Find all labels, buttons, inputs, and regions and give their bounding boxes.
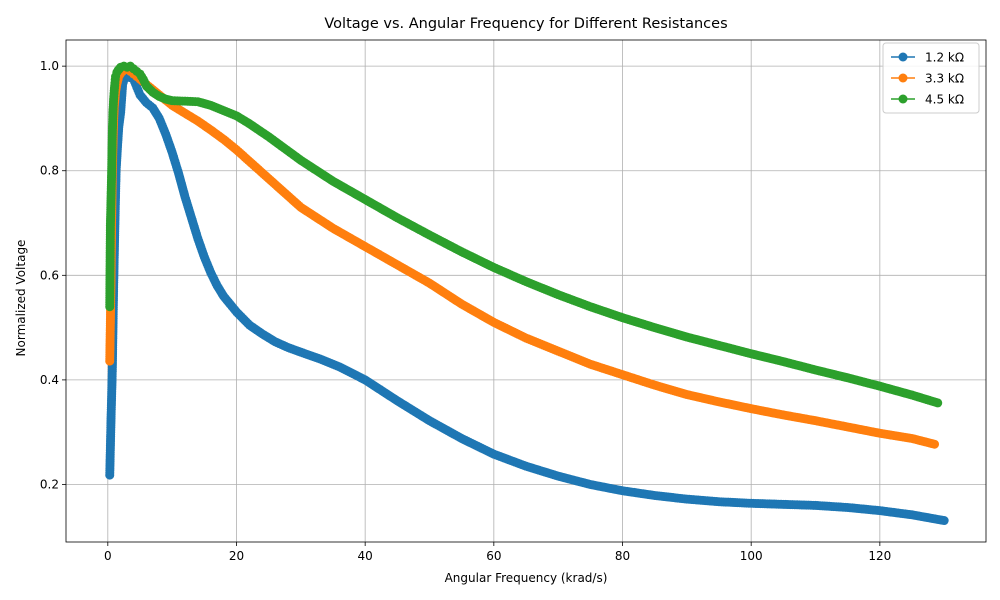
data-point xyxy=(939,516,949,526)
legend-label: 3.3 kΩ xyxy=(925,72,964,86)
x-tick-label: 120 xyxy=(868,549,891,563)
legend-marker xyxy=(898,52,908,62)
grid-lines xyxy=(66,40,986,542)
data-point xyxy=(933,398,943,408)
legend-marker xyxy=(898,73,908,83)
legend-label: 4.5 kΩ xyxy=(925,93,964,107)
y-tick-label: 0.2 xyxy=(40,477,59,491)
y-tick-label: 1.0 xyxy=(40,59,59,73)
series-3 xyxy=(105,61,943,408)
legend-item: 3.3 kΩ xyxy=(891,72,964,86)
plot-frame xyxy=(65,39,987,543)
x-axis-ticks: 0 20 40 60 80 100 120 xyxy=(104,542,891,563)
y-axis-ticks: 0.2 0.4 0.6 0.8 1.0 xyxy=(40,59,66,491)
x-tick-label: 0 xyxy=(104,549,112,563)
x-tick-label: 100 xyxy=(740,549,763,563)
x-tick-label: 80 xyxy=(615,549,630,563)
legend-box xyxy=(882,42,980,114)
legend-marker xyxy=(898,94,908,104)
chart-title: Voltage vs. Angular Frequency for Differ… xyxy=(324,16,727,32)
x-axis-label: Angular Frequency (krad/s) xyxy=(445,571,608,585)
data-point xyxy=(930,439,940,449)
y-tick-label: 0.8 xyxy=(40,164,59,178)
x-tick-label: 20 xyxy=(229,549,244,563)
y-axis-label: Normalized Voltage xyxy=(14,240,28,357)
x-tick-label: 40 xyxy=(358,549,373,563)
legend: 1.2 kΩ 3.3 kΩ 4.5 kΩ xyxy=(882,42,980,114)
legend-label: 1.2 kΩ xyxy=(925,51,964,65)
legend-item: 4.5 kΩ xyxy=(891,93,964,107)
legend-item: 1.2 kΩ xyxy=(891,51,964,65)
x-tick-label: 60 xyxy=(486,549,501,563)
y-tick-label: 0.4 xyxy=(40,373,59,387)
y-tick-label: 0.6 xyxy=(40,268,59,282)
series-group xyxy=(105,61,949,526)
